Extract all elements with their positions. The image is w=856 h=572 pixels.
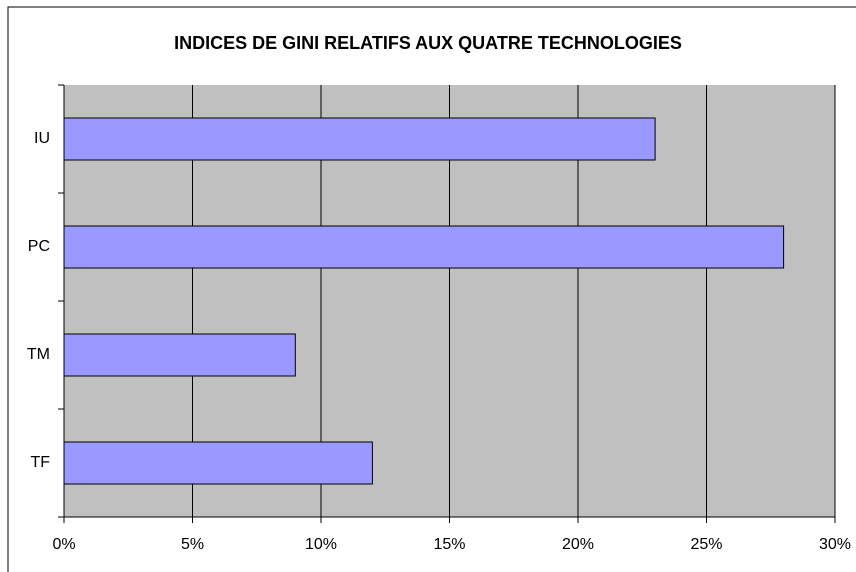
bar — [63, 225, 785, 269]
x-tick-label: 15% — [433, 536, 465, 553]
y-tick-label: TF — [30, 454, 50, 471]
chart-title: INDICES DE GINI RELATIFS AUX QUATRE TECH… — [174, 33, 682, 53]
bar — [63, 441, 373, 485]
y-tick-label: TM — [27, 346, 50, 363]
x-tick-label: 30% — [819, 536, 851, 553]
bar — [63, 117, 656, 161]
x-tick-label: 10% — [305, 536, 337, 553]
x-tick-label: 25% — [690, 536, 722, 553]
y-tick-label: IU — [34, 130, 50, 147]
x-tick-label: 5% — [181, 536, 204, 553]
bar — [63, 333, 296, 377]
x-tick-label: 0% — [52, 536, 75, 553]
x-tick-label: 20% — [562, 536, 594, 553]
y-tick-label: PC — [28, 238, 50, 255]
